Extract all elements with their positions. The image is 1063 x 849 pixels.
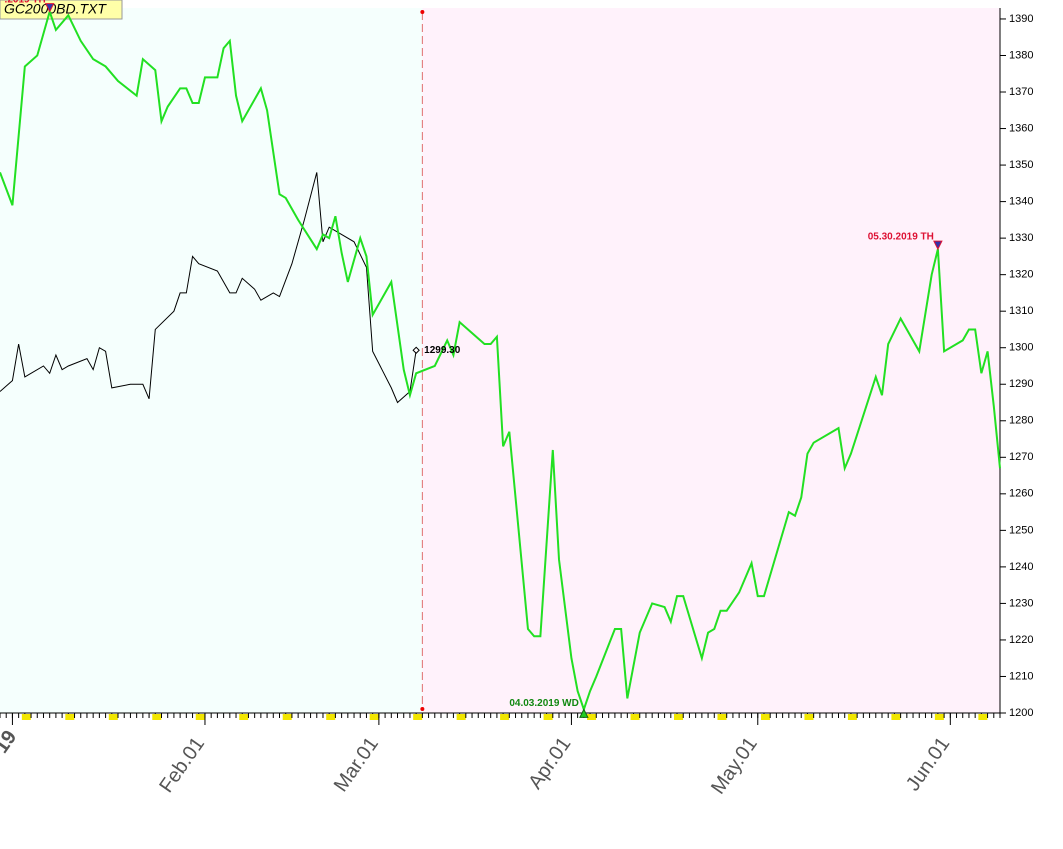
- week-marker: [21, 714, 31, 720]
- y-tick-label: 1320: [1009, 269, 1033, 281]
- y-tick-label: 1390: [1009, 13, 1033, 25]
- week-marker: [326, 714, 336, 720]
- x-tick-label: Mar.01: [330, 733, 383, 796]
- week-marker: [804, 714, 814, 720]
- y-tick-label: 1200: [1009, 707, 1033, 719]
- chart-title: GC2000BD.TXT: [4, 1, 107, 17]
- week-marker: [674, 714, 684, 720]
- y-tick-label: 1240: [1009, 561, 1033, 573]
- week-marker: [978, 714, 988, 720]
- background: [0, 8, 1001, 713]
- week-marker: [108, 714, 118, 720]
- week-marker: [891, 714, 901, 720]
- y-tick-label: 1300: [1009, 342, 1033, 354]
- annotation-marker: [412, 346, 420, 354]
- week-marker: [717, 714, 727, 720]
- annotation-marker: [44, 3, 55, 13]
- x-tick-label: Apr.01: [524, 733, 575, 793]
- y-tick-label: 1350: [1009, 159, 1033, 171]
- series-line: [0, 172, 417, 404]
- week-marker: [195, 714, 205, 720]
- x-tick-label: 19: [0, 726, 21, 757]
- title-box: GC2000BD.TXT: [0, 0, 123, 20]
- y-tick-label: 1210: [1009, 670, 1033, 682]
- annotation-label: .2019 TH: [5, 0, 46, 5]
- week-marker: [587, 714, 597, 720]
- annotation-marker: [933, 240, 943, 251]
- y-tick-label: 1370: [1009, 86, 1033, 98]
- y-tick-label: 1260: [1009, 488, 1033, 500]
- y-tick-label: 1270: [1009, 451, 1033, 463]
- y-tick-label: 1250: [1009, 524, 1033, 536]
- annotation-label: 05.30.2019 TH: [868, 232, 934, 243]
- x-tick-label: Feb.01: [155, 733, 209, 797]
- y-tick-label: 1330: [1009, 232, 1033, 244]
- y-tick-label: 1360: [1009, 122, 1033, 134]
- annotation-label: 04.03.2019 WD: [509, 698, 579, 709]
- title-bg: [0, 0, 123, 20]
- y-tick-label: 1290: [1009, 378, 1033, 390]
- week-marker: [760, 714, 770, 720]
- series-line: [0, 8, 1001, 713]
- y-tick-label: 1340: [1009, 196, 1033, 208]
- week-marker: [65, 714, 75, 720]
- week-marker: [456, 714, 466, 720]
- y-tick-label: 1230: [1009, 597, 1033, 609]
- split-dot: [420, 707, 425, 711]
- annotation-marker: [579, 708, 589, 718]
- y-tick-label: 1220: [1009, 634, 1033, 646]
- past-region: [0, 8, 423, 713]
- week-marker: [543, 714, 553, 720]
- week-marker: [239, 714, 249, 720]
- x-tick-label: Jun.01: [902, 733, 954, 795]
- week-marker: [282, 714, 292, 720]
- week-marker: [847, 714, 857, 720]
- week-marker: [369, 714, 379, 720]
- week-marker: [630, 714, 640, 720]
- week-marker: [934, 714, 944, 720]
- split-dot: [420, 10, 425, 14]
- annotation-label: 1299.30: [424, 345, 461, 356]
- y-tick-label: 1380: [1009, 49, 1033, 61]
- week-marker: [413, 714, 423, 720]
- future-region: [422, 8, 1001, 713]
- x-tick-label: May.01: [707, 733, 762, 798]
- y-tick-label: 1310: [1009, 305, 1033, 317]
- y-tick-label: 1280: [1009, 415, 1033, 427]
- week-marker: [152, 714, 162, 720]
- week-marker: [500, 714, 510, 720]
